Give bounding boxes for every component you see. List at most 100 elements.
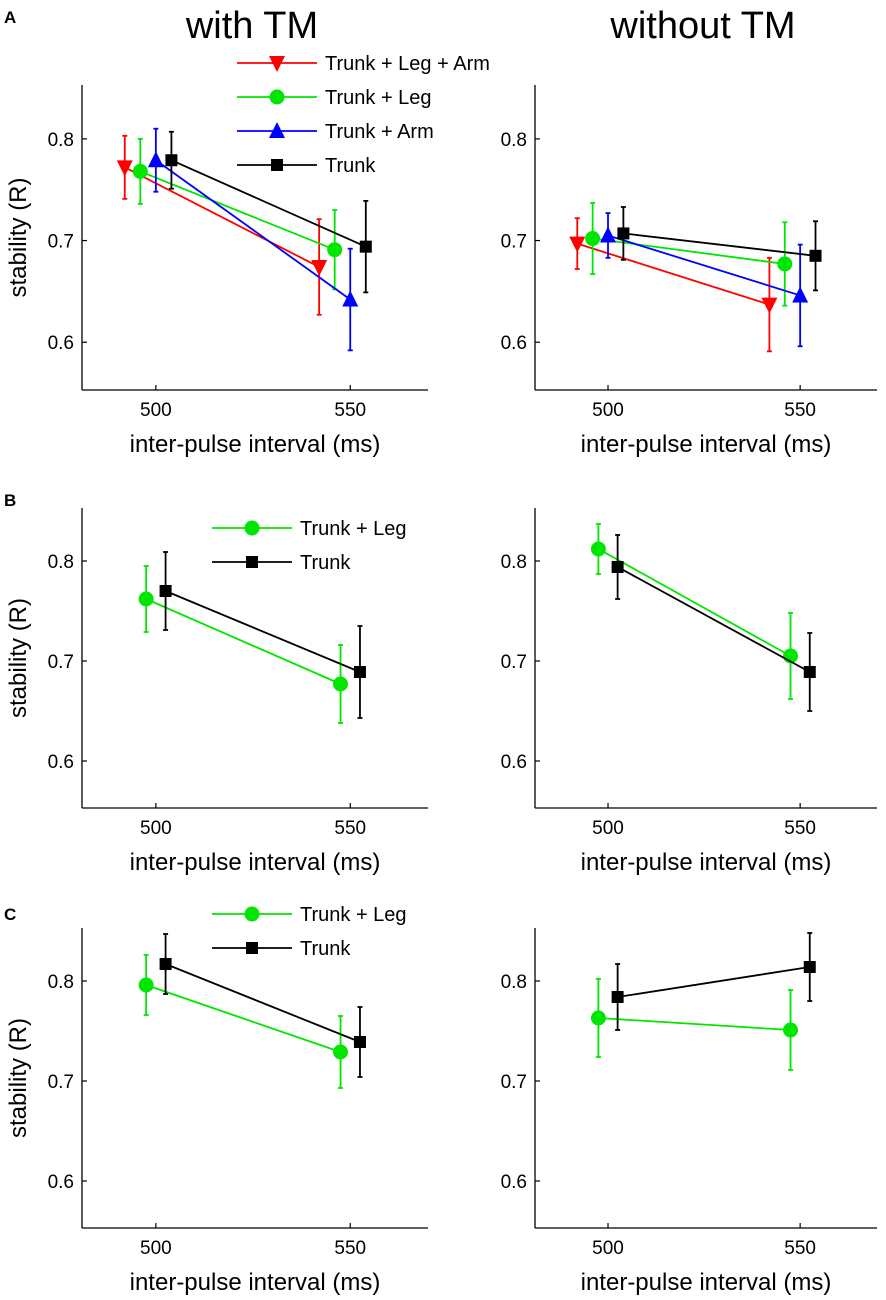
legend-marker (271, 159, 283, 171)
y-tick-label: 0.8 (48, 972, 74, 993)
y-tick-label: 0.7 (48, 232, 74, 253)
data-point (165, 154, 178, 167)
column-title-without-tm: without TM (609, 5, 795, 47)
series-line (124, 166, 320, 268)
series-line (171, 159, 367, 248)
legend-marker (244, 906, 260, 922)
chart-c-with: 0.6 0.7 0.8 500 550 inter-pulse interval (ms)… (5, 904, 428, 1296)
series-line (598, 1017, 791, 1031)
legend-label: Trunk (325, 155, 376, 177)
data-point (585, 231, 601, 247)
data-point (590, 1010, 606, 1026)
y-axis-label: stability (R) (5, 598, 32, 718)
x-tick-label: 550 (334, 1238, 366, 1259)
legend-label: Trunk + Leg (300, 518, 407, 540)
series-trunk-leg (585, 202, 793, 307)
x-tick-label: 500 (592, 818, 624, 839)
data-point (311, 259, 328, 276)
data-point (611, 991, 624, 1003)
series-line (145, 598, 341, 685)
x-tick-label: 550 (784, 1238, 816, 1259)
y-tick-label: 0.8 (501, 130, 527, 151)
data-point (327, 242, 343, 258)
y-tick-label: 0.6 (501, 1172, 527, 1193)
x-tick-label: 500 (592, 400, 624, 421)
legend-label: Trunk + Arm (325, 121, 434, 143)
data-point (138, 591, 154, 607)
panel-label-a: A (4, 8, 16, 27)
x-tick-label: 550 (334, 400, 366, 421)
series-trunk-leg-arm (116, 134, 328, 316)
series-line (145, 984, 341, 1053)
chart-c-without: 0.6 0.7 0.8 500 550 inter-pulse interval (ms) (501, 928, 877, 1296)
legend-marker (269, 56, 285, 72)
data-point (132, 163, 148, 179)
data-point (159, 958, 172, 970)
series-line (592, 237, 785, 265)
legend-label: Trunk (300, 938, 351, 960)
series-line (155, 159, 351, 301)
y-tick-label: 0.7 (48, 652, 74, 673)
legend-marker (269, 122, 285, 138)
chart-b-with: 0.6 0.7 0.8 500 550 inter-pulse interval (ms)… (5, 508, 428, 876)
series-line (165, 590, 361, 673)
chart-a-without: 0.6 0.7 0.8 500 550 inter-pulse interval (ms) (501, 85, 877, 458)
series-trunk-leg-arm (569, 217, 778, 353)
legend-label: Trunk + Leg + Arm (325, 53, 490, 75)
data-point (333, 1044, 349, 1060)
panel-label-b: B (4, 491, 16, 510)
x-tick-label: 550 (784, 818, 816, 839)
x-tick-label: 550 (784, 400, 816, 421)
series-trunk (617, 206, 822, 292)
y-tick-label: 0.8 (501, 972, 527, 993)
series-trunk (159, 551, 366, 719)
data-point (783, 1022, 799, 1038)
y-tick-label: 0.6 (48, 333, 74, 354)
x-tick-label: 500 (140, 1238, 172, 1259)
legend-label: Trunk + Leg (300, 904, 407, 926)
x-tick-label: 500 (592, 1238, 624, 1259)
series-trunk-leg (590, 523, 799, 700)
x-axis-label: inter-pulse interval (ms) (130, 1269, 381, 1296)
data-point (803, 666, 816, 678)
y-tick-label: 0.8 (48, 552, 74, 573)
data-point (342, 290, 359, 307)
data-point (777, 256, 793, 272)
y-tick-label: 0.8 (48, 130, 74, 151)
series-trunk (611, 534, 816, 712)
panel-label-c: C (4, 905, 16, 924)
series-line (623, 232, 816, 257)
data-point (803, 961, 816, 973)
y-axis-label: stability (R) (5, 1018, 32, 1138)
data-point (333, 676, 349, 692)
y-tick-label: 0.7 (501, 652, 527, 673)
series-line (617, 566, 811, 673)
y-tick-label: 0.7 (501, 1072, 527, 1093)
data-point (138, 977, 154, 993)
series-trunk (165, 130, 372, 294)
series-trunk-leg (138, 565, 349, 724)
legend-marker (246, 556, 258, 568)
data-point (569, 236, 586, 253)
series-trunk-arm (600, 212, 809, 348)
series-line (617, 966, 810, 998)
series-line (607, 234, 801, 297)
data-point (359, 240, 372, 253)
chart-b-without: 0.6 0.7 0.8 500 550 inter-pulse interval (ms) (501, 508, 877, 876)
y-tick-label: 0.8 (501, 552, 527, 573)
series-trunk-leg (590, 978, 799, 1071)
series-line (139, 170, 336, 251)
data-point (353, 1036, 366, 1048)
x-axis-label: inter-pulse interval (ms) (581, 849, 832, 876)
legend-marker (246, 942, 258, 954)
x-axis-label: inter-pulse interval (ms) (130, 849, 381, 876)
data-point (611, 561, 624, 573)
data-point (600, 226, 617, 243)
y-axis-label: stability (R) (5, 177, 32, 297)
series-trunk (611, 932, 816, 1031)
series-trunk-arm (147, 127, 359, 352)
y-tick-label: 0.7 (501, 232, 527, 253)
data-point (792, 286, 809, 303)
data-point (159, 585, 172, 597)
data-point (617, 227, 630, 240)
